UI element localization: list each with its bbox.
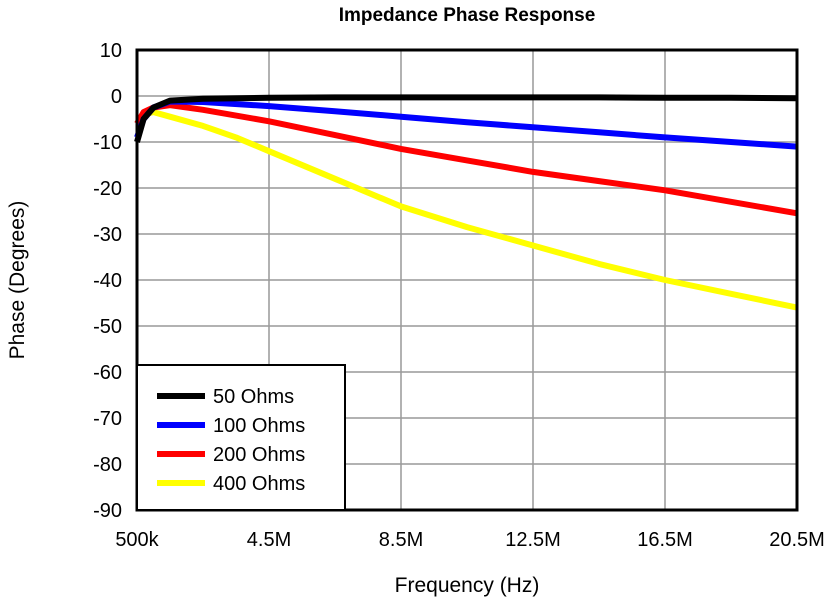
- legend: 50 Ohms 100 Ohms 200 Ohms 400 Ohms: [136, 364, 346, 511]
- y-tick-label: -60: [93, 362, 122, 384]
- y-tick-label: 0: [111, 86, 122, 108]
- series-lines: [134, 94, 798, 311]
- x-tick-label: 16.5M: [637, 529, 693, 551]
- y-axis-ticks: 10 0 -10 -20 -30 -40 -50 -60 -70 -80 -90: [93, 40, 122, 522]
- x-tick-label: 8.5M: [379, 529, 423, 551]
- x-tick-label: 12.5M: [505, 529, 561, 551]
- series-line-400-ohms: [134, 109, 798, 311]
- legend-label: 200 Ohms: [213, 444, 305, 466]
- legend-label: 50 Ohms: [213, 386, 294, 408]
- x-tick-label: 500k: [115, 529, 159, 551]
- x-tick-label: 4.5M: [247, 529, 291, 551]
- x-axis-label: Frequency (Hz): [395, 574, 540, 597]
- y-tick-label: -50: [93, 316, 122, 338]
- y-tick-label: -40: [93, 270, 122, 292]
- legend-label: 400 Ohms: [213, 473, 305, 495]
- x-tick-label: 20.5M: [769, 529, 825, 551]
- series-line-50-ohms: [134, 94, 798, 143]
- y-tick-label: -30: [93, 224, 122, 246]
- y-tick-label: -80: [93, 454, 122, 476]
- chart-title: Impedance Phase Response: [339, 5, 596, 26]
- plot-frame: [135, 48, 799, 512]
- y-axis-label: Phase (Degrees): [6, 201, 29, 360]
- x-axis-ticks: 500k 4.5M 8.5M 12.5M 16.5M 20.5M: [115, 529, 824, 551]
- y-tick-label: -20: [93, 178, 122, 200]
- y-tick-label: 10: [100, 40, 122, 62]
- y-tick-label: -90: [93, 500, 122, 522]
- legend-label: 100 Ohms: [213, 415, 305, 437]
- y-tick-label: -10: [93, 132, 122, 154]
- y-tick-label: -70: [93, 408, 122, 430]
